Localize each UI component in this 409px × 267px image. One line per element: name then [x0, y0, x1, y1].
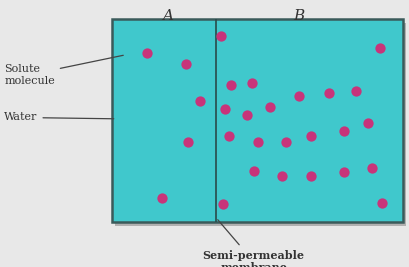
Point — [295, 94, 302, 98]
Text: B: B — [293, 9, 304, 23]
Point — [197, 99, 204, 104]
Point — [218, 34, 224, 38]
Text: Semi-permeable
membrane: Semi-permeable membrane — [202, 220, 305, 267]
Point — [326, 91, 333, 96]
Point — [222, 107, 228, 112]
Point — [144, 51, 151, 56]
Point — [353, 89, 359, 93]
Point — [228, 83, 234, 88]
Point — [267, 105, 273, 109]
Text: Solute
molecule: Solute molecule — [4, 55, 123, 85]
Point — [340, 129, 347, 133]
Point — [250, 169, 257, 173]
Text: A: A — [162, 9, 173, 23]
Point — [248, 81, 255, 85]
Point — [379, 201, 386, 205]
Point — [279, 174, 285, 178]
Point — [254, 139, 261, 144]
Point — [377, 46, 384, 50]
Point — [185, 139, 191, 144]
Point — [226, 134, 232, 138]
Point — [365, 121, 371, 125]
Point — [220, 202, 226, 206]
Point — [244, 113, 251, 117]
Point — [308, 174, 314, 178]
Point — [369, 166, 375, 170]
Point — [340, 170, 347, 174]
FancyBboxPatch shape — [115, 23, 406, 226]
Text: Water: Water — [4, 112, 114, 123]
Point — [283, 139, 290, 144]
Point — [308, 134, 314, 138]
FancyBboxPatch shape — [112, 19, 403, 222]
Point — [158, 195, 165, 200]
Point — [183, 62, 189, 66]
